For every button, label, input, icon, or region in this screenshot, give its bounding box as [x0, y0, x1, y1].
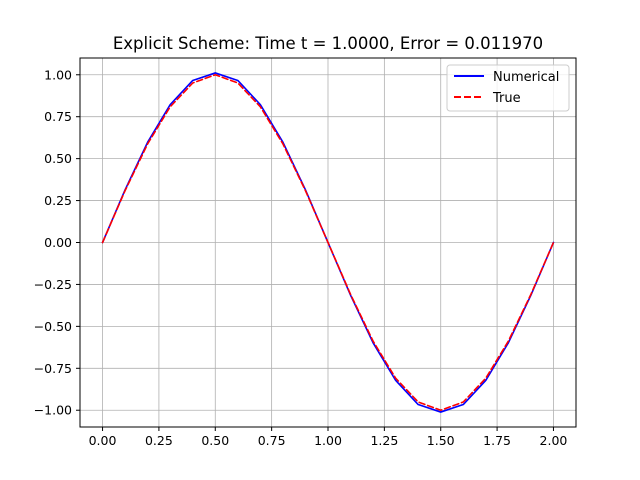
x-tick-label: 0.25 — [145, 433, 173, 448]
axis-ticks: 0.00 0.25 0.50 0.75 1.00 1.25 1.50 1.75 2.00 1.00… — [34, 67, 568, 448]
legend-label-numerical: Numerical — [493, 70, 559, 85]
y-tick-label: 0.75 — [44, 109, 72, 124]
y-tick-label: 0.25 — [44, 193, 72, 208]
x-tick-label: 1.50 — [427, 433, 455, 448]
y-tick-label: 0.50 — [44, 151, 72, 166]
plot-series — [101, 72, 555, 413]
legend-label-true: True — [492, 91, 521, 106]
x-tick-label: 0.00 — [89, 433, 117, 448]
legend: Numerical True — [446, 64, 570, 112]
x-tick-label: 0.75 — [258, 433, 286, 448]
chart-title: Explicit Scheme: Time t = 1.0000, Error … — [113, 34, 543, 53]
y-tick-label: 0.00 — [44, 235, 72, 250]
x-tick-label: 0.50 — [201, 433, 229, 448]
y-tick-label: −0.25 — [34, 277, 72, 292]
series-line-true — [101, 73, 555, 412]
x-tick-label: 1.00 — [314, 433, 342, 448]
y-tick-label: −0.50 — [34, 319, 72, 334]
x-tick-label: 1.75 — [483, 433, 511, 448]
y-tick-label: 1.00 — [44, 67, 72, 82]
x-tick-label: 1.25 — [370, 433, 398, 448]
y-tick-label: −0.75 — [34, 361, 72, 376]
x-tick-label: 2.00 — [540, 433, 568, 448]
y-tick-label: −1.00 — [34, 403, 72, 418]
